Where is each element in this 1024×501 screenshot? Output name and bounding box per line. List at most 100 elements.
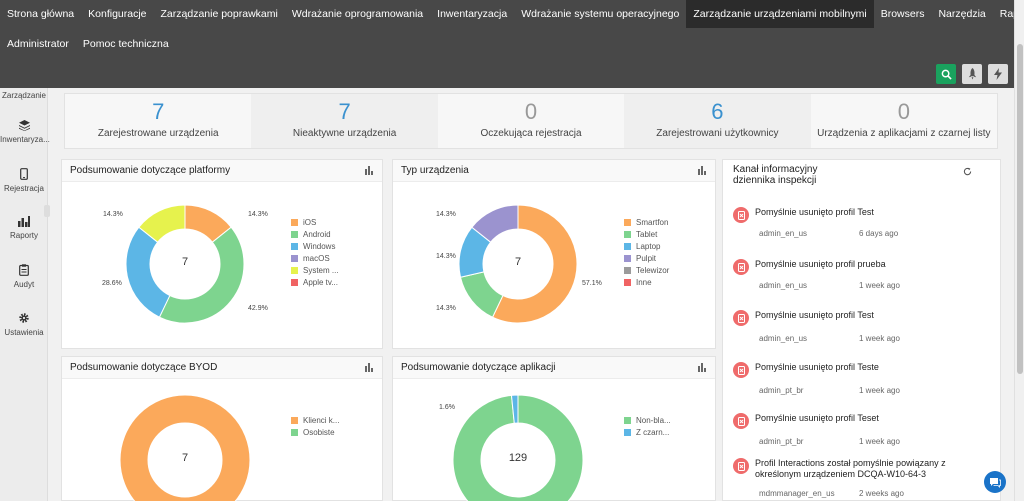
sidebar-item-audit[interactable]: Audyt <box>0 264 48 289</box>
chart-legend: Smartfon Tablet Laptop Pulpit Telewizor … <box>624 216 669 288</box>
chart-legend: Klienci k... Osobiste <box>291 414 339 438</box>
legend-label: Android <box>303 229 331 239</box>
legend-swatch <box>291 242 298 250</box>
feed-item-user: admin_en_us <box>759 281 808 290</box>
nav-configurations[interactable]: Konfiguracje <box>88 8 147 20</box>
sidebar-item-enrollment[interactable]: Rejestracja <box>0 168 48 193</box>
summary-label: Oczekująca rejestracja <box>480 128 582 139</box>
legend-swatch <box>624 416 631 424</box>
summary-pending-enrollment[interactable]: 0 Oczekująca rejestracja <box>438 94 624 148</box>
actions-button[interactable] <box>988 64 1008 84</box>
feed-item-text: Pomyślnie usunięto profil Test <box>755 207 874 217</box>
feed-item-time: 1 week ago <box>859 281 900 290</box>
nav-mobile-device-management[interactable]: Zarządzanie urządzeniami mobilnymi <box>686 0 874 28</box>
legend-item-desktop[interactable]: Pulpit <box>624 252 669 264</box>
sidebar-item-reports[interactable]: Raporty <box>0 216 48 240</box>
sidebar-item-label: Audyt <box>13 280 35 289</box>
legend-swatch <box>291 218 298 226</box>
device-type-panel: Typ urządzenia 7 14.3% 14.3% 14.3% 57.1%… <box>392 159 716 349</box>
legend-item-blacklisted[interactable]: Z czarn... <box>624 426 671 438</box>
nav-support[interactable]: Pomoc techniczna <box>82 38 169 50</box>
summary-label: Zarejestrowane urządzenia <box>97 128 219 139</box>
search-button[interactable] <box>936 64 956 84</box>
legend-item-system[interactable]: System ... <box>291 264 339 276</box>
audit-log-feed: Kanał informacyjny dziennika inspekcji P… <box>722 159 1001 501</box>
donut-slice-android[interactable] <box>158 226 245 324</box>
legend-item-tv[interactable]: Telewizor <box>624 264 669 276</box>
chart-type-icon[interactable] <box>365 363 374 372</box>
legend-swatch <box>624 254 631 262</box>
feed-item-time: 1 week ago <box>859 386 900 395</box>
legend-label: Tablet <box>636 229 658 239</box>
profile-icon <box>733 207 749 223</box>
donut-slice-non-bla[interactable] <box>452 394 584 501</box>
nav-tools[interactable]: Narzędzia <box>938 8 986 20</box>
chart-type-icon[interactable] <box>698 363 707 372</box>
legend-item-other[interactable]: Inne <box>624 276 669 288</box>
donut-slice-windows[interactable] <box>125 226 171 318</box>
feed-title-line-1: Kanał informacyjny <box>733 164 818 175</box>
chart-center-value: 7 <box>514 256 522 268</box>
chart-type-icon[interactable] <box>698 166 707 175</box>
legend-item-non-blacklisted[interactable]: Non-bla... <box>624 414 671 426</box>
feed-item-time: 6 days ago <box>859 229 899 238</box>
legend-item-macos[interactable]: macOS <box>291 252 339 264</box>
feed-item-user: admin_pt_br <box>759 386 804 395</box>
legend-label: System ... <box>303 265 339 275</box>
legend-swatch <box>291 278 298 286</box>
nav-patch-management[interactable]: Zarządzanie poprawkami <box>160 8 278 20</box>
sidebar-item-management[interactable]: Zarządzanie <box>0 91 48 100</box>
legend-label: Klienci k... <box>303 415 340 425</box>
legend-item-windows[interactable]: Windows <box>291 240 339 252</box>
nav-admin[interactable]: Administrator <box>7 38 69 50</box>
legend-item-corporate[interactable]: Klienci k... <box>291 414 339 426</box>
legend-item-laptop[interactable]: Laptop <box>624 240 669 252</box>
chat-icon <box>990 477 1001 488</box>
legend-swatch <box>291 428 298 436</box>
nav-home[interactable]: Strona główna <box>7 8 75 20</box>
legend-item-personal[interactable]: Osobiste <box>291 426 339 438</box>
summary-registered-devices[interactable]: 7 Zarejestrowane urządzenia <box>65 94 251 148</box>
legend-label: macOS <box>303 253 330 263</box>
legend-item-tablet[interactable]: Tablet <box>624 228 669 240</box>
donut-slice-klienci-k[interactable] <box>119 394 251 501</box>
donut-slice-system[interactable] <box>138 204 186 243</box>
top-actions <box>936 64 1008 84</box>
chat-support-button[interactable] <box>984 471 1006 493</box>
legend-swatch <box>624 218 631 226</box>
donut-slice-smartfon[interactable] <box>491 204 578 324</box>
donut-slice-pulpit[interactable] <box>471 204 519 243</box>
summary-registered-users[interactable]: 6 Zarejestrowani użytkownicy <box>624 94 811 148</box>
legend-item-ios[interactable]: iOS <box>291 216 339 228</box>
platform-summary-panel: Podsumowanie dotyczące platformy 7 14.3%… <box>61 159 383 349</box>
nav-os-deployment[interactable]: Wdrażanie systemu operacyjnego <box>521 8 680 20</box>
legend-item-smartphone[interactable]: Smartfon <box>624 216 669 228</box>
top-navigation: Strona główna Konfiguracje Zarządzanie p… <box>0 0 1024 88</box>
nav-row-1: Strona główna Konfiguracje Zarządzanie p… <box>0 0 1024 28</box>
panel-title: Podsumowanie dotyczące platformy <box>62 160 382 182</box>
summary-label: Urządzenia z aplikacjami z czarnej listy <box>817 128 991 139</box>
sidebar-collapse-handle[interactable] <box>44 205 50 217</box>
legend-swatch <box>624 278 631 286</box>
app-donut-chart <box>452 394 584 501</box>
chart-legend: Non-bla... Z czarn... <box>624 414 671 438</box>
scrollbar-thumb[interactable] <box>1017 44 1023 374</box>
chart-center-value: 129 <box>508 452 528 464</box>
donut-slice-z-czarn[interactable] <box>510 394 519 424</box>
summary-blacklisted-apps[interactable]: 0 Urządzenia z aplikacjami z czarnej lis… <box>811 94 997 148</box>
panel-title-text: Podsumowanie dotyczące BYOD <box>70 362 218 373</box>
page-scrollbar[interactable] <box>1014 0 1024 501</box>
chart-type-icon[interactable] <box>365 166 374 175</box>
refresh-icon[interactable] <box>963 167 972 176</box>
legend-item-apple-tv[interactable]: Apple tv... <box>291 276 339 288</box>
nav-browsers[interactable]: Browsers <box>880 8 925 20</box>
summary-inactive-devices[interactable]: 7 Nieaktywne urządzenia <box>251 94 438 148</box>
nav-inventory[interactable]: Inwentaryzacja <box>437 8 508 20</box>
sidebar-item-settings[interactable]: Ustawienia <box>0 312 48 337</box>
quick-launch-button[interactable] <box>962 64 982 84</box>
sidebar-item-inventory[interactable]: Inwentaryza... <box>0 120 50 144</box>
legend-item-android[interactable]: Android <box>291 228 339 240</box>
panel-title: Podsumowanie dotyczące aplikacji <box>393 357 715 379</box>
nav-software-deployment[interactable]: Wdrażanie oprogramowania <box>291 8 424 20</box>
summary-strip: 7 Zarejestrowane urządzenia 7 Nieaktywne… <box>64 93 998 149</box>
